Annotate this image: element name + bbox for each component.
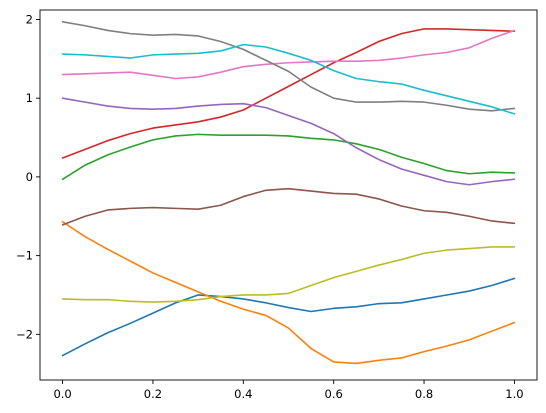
series-line-5 [61, 97, 516, 186]
x-axis: 0.0 0.2 0.4 0.6 0.8 1.0 [53, 380, 524, 401]
y-tick-label: 0 [26, 170, 33, 184]
series-line-4 [61, 28, 516, 159]
series-line-1 [61, 277, 516, 357]
series-line-2 [61, 220, 516, 365]
y-tick-label: −2 [16, 327, 33, 341]
series-line-8 [61, 21, 516, 112]
x-tick-label: 0.6 [325, 387, 343, 401]
x-tick-label: 1.0 [505, 387, 523, 401]
y-tick-label: 1 [26, 91, 33, 105]
series-layer [61, 21, 516, 365]
x-tick-label: 0.4 [234, 387, 252, 401]
series-line-10 [61, 43, 516, 115]
series-line-7 [61, 29, 516, 80]
series-line-9 [61, 246, 516, 303]
y-tick-label: −1 [16, 249, 33, 263]
y-axis: −2 −1 0 1 2 [16, 12, 40, 341]
x-tick-label: 0.2 [144, 387, 162, 401]
series-line-6 [61, 187, 516, 226]
axes-frame [39, 9, 538, 381]
x-tick-label: 0.8 [415, 387, 433, 401]
x-tick-label: 0.0 [53, 387, 71, 401]
series-line-3 [61, 133, 516, 181]
y-tick-label: 2 [26, 12, 33, 26]
